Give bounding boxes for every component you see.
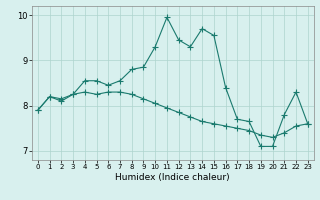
X-axis label: Humidex (Indice chaleur): Humidex (Indice chaleur) [116, 173, 230, 182]
